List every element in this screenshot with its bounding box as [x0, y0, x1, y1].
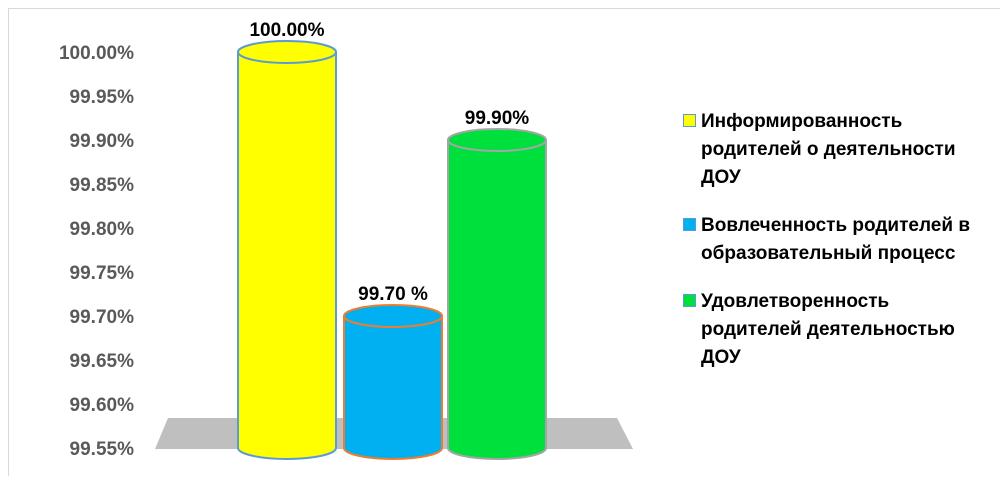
- y-tick-label: 99.60%: [70, 395, 135, 416]
- legend-swatch: [683, 218, 696, 231]
- y-tick-label: 99.65%: [70, 351, 135, 372]
- legend-label: Удовлетворенность родителей деятельность…: [701, 291, 955, 368]
- legend-label: Вовлеченность родителей в образовательны…: [701, 215, 971, 264]
- legend-item: Информированность родителей о деятельнос…: [683, 108, 995, 192]
- legend-swatch: [683, 294, 696, 307]
- data-label: 100.00%: [249, 20, 324, 41]
- legend-item: Удовлетворенность родителей деятельность…: [683, 288, 995, 372]
- bar-body: [343, 315, 443, 460]
- bar: [237, 40, 337, 460]
- bar: [343, 304, 443, 460]
- chart-frame: [8, 8, 1000, 476]
- legend-swatch: [683, 114, 696, 127]
- y-tick-label: 99.75%: [70, 263, 135, 284]
- bar-top: [447, 128, 547, 152]
- data-label: 99.70 %: [358, 284, 428, 305]
- data-label: 99.90%: [465, 108, 530, 129]
- legend-label: Информированность родителей о деятельнос…: [701, 111, 956, 188]
- y-tick-label: 100.00%: [59, 43, 134, 64]
- y-tick-label: 99.90%: [70, 131, 135, 152]
- bar-top: [237, 40, 337, 64]
- bar: [447, 128, 547, 460]
- y-tick-label: 99.70%: [70, 307, 135, 328]
- bar-body: [237, 51, 337, 460]
- y-tick-label: 99.80%: [70, 219, 135, 240]
- y-tick-label: 99.55%: [70, 439, 135, 460]
- y-tick-label: 99.95%: [70, 87, 135, 108]
- bar-body: [447, 139, 547, 460]
- bar-top: [343, 304, 443, 328]
- y-tick-label: 99.85%: [70, 175, 135, 196]
- chart-legend: Информированность родителей о деятельнос…: [683, 108, 995, 392]
- legend-item: Вовлеченность родителей в образовательны…: [683, 212, 995, 268]
